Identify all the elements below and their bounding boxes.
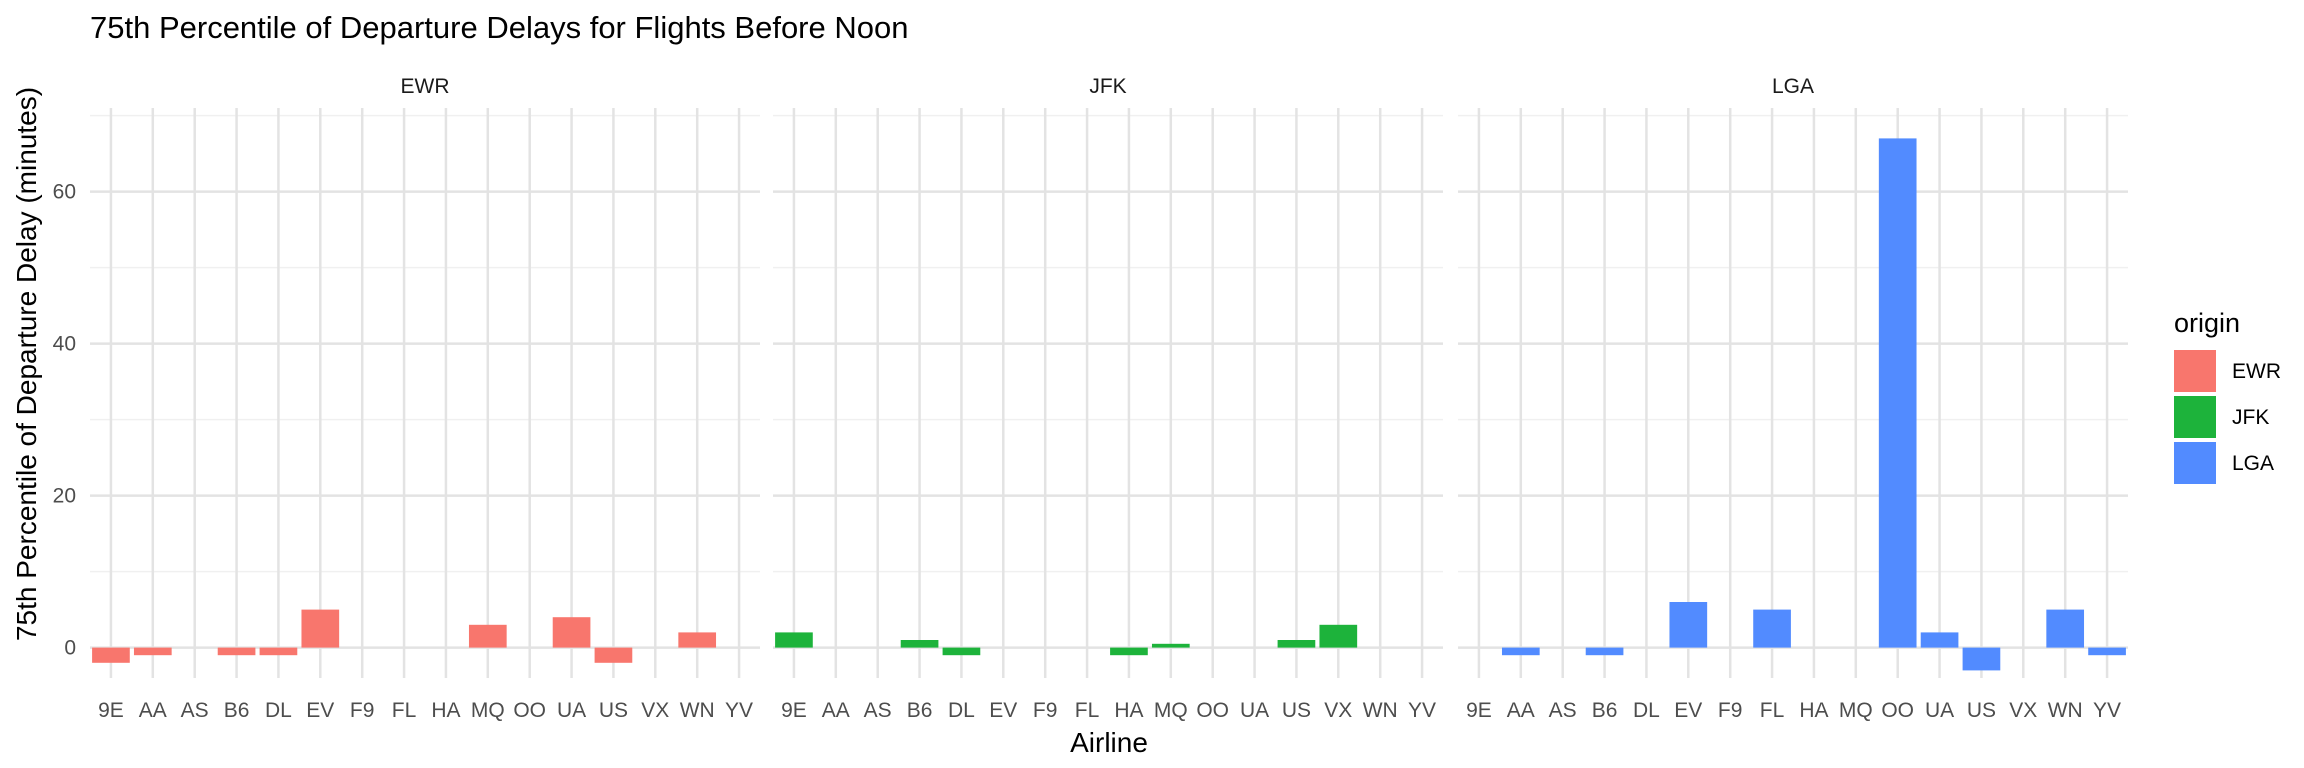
- x-tick-label: HA: [1114, 699, 1143, 722]
- x-tick-label: B6: [907, 699, 933, 722]
- x-tick-label: UA: [557, 699, 586, 722]
- bar-jfk-b6: [900, 640, 939, 648]
- bar-ewr-9e: [92, 647, 130, 663]
- x-tick-label: AA: [822, 699, 850, 722]
- legend-label-jfk: JFK: [2232, 406, 2269, 429]
- x-tick-label: AA: [139, 699, 167, 722]
- bar-ewr-us: [594, 647, 633, 663]
- bar-lga-ua: [1920, 632, 1959, 648]
- facet-panel-jfk: JFK 9E AA AS B6 DL EV F9 FL HA MQ OO UA US VX WN YV: [773, 75, 1443, 722]
- x-tick-label: F9: [1718, 699, 1743, 722]
- facet-panel-ewr: EWR 9E AA AS B6 DL EV F9 FL HA MQ OO UA US VX WN YV: [90, 75, 760, 722]
- legend: origin EWR JFK LGA: [2174, 308, 2281, 484]
- bar-ewr-ev: [301, 609, 340, 648]
- x-tick-label: 9E: [1466, 699, 1492, 722]
- bar-lga-fl: [1753, 609, 1791, 648]
- x-tick-label: HA: [1799, 699, 1828, 722]
- x-tick-label: AS: [864, 699, 892, 722]
- legend-key-ewr: [2174, 350, 2216, 392]
- bar-jfk-ha: [1110, 647, 1148, 656]
- legend-label-ewr: EWR: [2232, 360, 2281, 383]
- x-tick-label: YV: [1408, 699, 1436, 722]
- x-tick-label: FL: [392, 699, 417, 722]
- facet-strip-label: JFK: [1089, 75, 1126, 98]
- x-tick-label: F9: [1033, 699, 1058, 722]
- facet-strip-label: EWR: [401, 75, 450, 98]
- bar-lga-b6: [1585, 647, 1624, 656]
- facet-strip-label: LGA: [1772, 75, 1814, 98]
- y-tick-label: 60: [53, 181, 76, 204]
- bar-jfk-dl: [942, 647, 981, 656]
- x-tick-label: OO: [1196, 699, 1229, 722]
- x-tick-label: F9: [350, 699, 375, 722]
- legend-key-lga: [2174, 442, 2216, 484]
- x-tick-label: VX: [2009, 699, 2037, 722]
- x-tick-label: DL: [1633, 699, 1660, 722]
- x-tick-label: WN: [680, 699, 715, 722]
- bar-lga-wn: [2046, 609, 2085, 648]
- bar-ewr-wn: [678, 632, 717, 648]
- bar-lga-yv: [2088, 647, 2126, 656]
- bar-jfk-us: [1277, 640, 1316, 648]
- x-tick-label: B6: [224, 699, 250, 722]
- x-tick-label: OO: [1881, 699, 1914, 722]
- x-tick-label: VX: [641, 699, 669, 722]
- bar-lga-oo: [1878, 138, 1917, 648]
- x-tick-label: WN: [1363, 699, 1398, 722]
- x-tick-label: US: [1967, 699, 1996, 722]
- bar-lga-us: [1962, 647, 2001, 671]
- x-tick-label: MQ: [1154, 699, 1188, 722]
- x-tick-label: B6: [1592, 699, 1618, 722]
- x-tick-label: EV: [306, 699, 334, 722]
- bar-jfk-vx: [1319, 624, 1358, 648]
- bar-jfk-mq: [1151, 643, 1190, 648]
- bar-ewr-ua: [552, 617, 591, 648]
- y-tick-label: 20: [53, 485, 76, 508]
- x-tick-label: MQ: [471, 699, 505, 722]
- bar-lga-aa: [1501, 647, 1540, 656]
- facet-panels: 0 20 40 60 EWR 9E AA AS B6 DL EV F9 FL HA MQ OO UA US VX WN…: [53, 75, 2128, 722]
- bar-jfk-9e: [775, 632, 813, 648]
- x-tick-label: UA: [1240, 699, 1269, 722]
- x-tick-label: HA: [431, 699, 460, 722]
- x-tick-label: UA: [1925, 699, 1954, 722]
- bar-lga-ev: [1669, 602, 1708, 648]
- facet-panel-lga: LGA 9E AA AS B6 DL EV F9 FL HA MQ OO UA US VX WN YV: [1458, 75, 2128, 722]
- x-tick-label: AS: [181, 699, 209, 722]
- x-tick-label: YV: [2093, 699, 2121, 722]
- y-tick-label: 0: [64, 637, 76, 660]
- x-tick-label: WN: [2048, 699, 2083, 722]
- x-axis-title: Airline: [1070, 727, 1148, 758]
- x-tick-label: FL: [1760, 699, 1785, 722]
- x-tick-label: EV: [1674, 699, 1702, 722]
- x-tick-label: VX: [1324, 699, 1352, 722]
- bar-ewr-aa: [133, 647, 172, 656]
- bar-ewr-mq: [468, 624, 507, 648]
- x-tick-label: EV: [989, 699, 1017, 722]
- x-tick-label: AS: [1549, 699, 1577, 722]
- x-tick-label: YV: [725, 699, 753, 722]
- bar-ewr-b6: [217, 647, 256, 656]
- x-tick-label: DL: [265, 699, 292, 722]
- y-axis-title: 75th Percentile of Departure Delay (minu…: [11, 87, 42, 641]
- y-tick-label: 40: [53, 333, 76, 356]
- x-tick-label: OO: [513, 699, 546, 722]
- legend-label-lga: LGA: [2232, 452, 2274, 475]
- x-tick-label: MQ: [1839, 699, 1873, 722]
- x-tick-label: 9E: [781, 699, 807, 722]
- chart-title: 75th Percentile of Departure Delays for …: [90, 10, 908, 45]
- x-tick-label: DL: [948, 699, 975, 722]
- bar-ewr-dl: [259, 647, 298, 656]
- legend-title: origin: [2174, 308, 2240, 338]
- x-tick-label: FL: [1075, 699, 1100, 722]
- x-tick-label: US: [1282, 699, 1311, 722]
- legend-key-jfk: [2174, 396, 2216, 438]
- x-tick-label: US: [599, 699, 628, 722]
- x-tick-label: AA: [1507, 699, 1535, 722]
- x-tick-label: 9E: [98, 699, 124, 722]
